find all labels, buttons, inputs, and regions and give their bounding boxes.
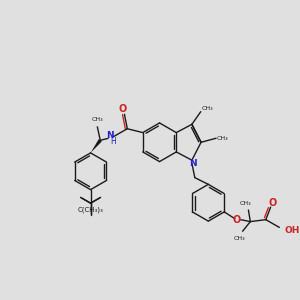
Text: O: O — [233, 215, 241, 225]
Text: O: O — [268, 198, 277, 208]
Text: CH₃: CH₃ — [92, 117, 103, 122]
Text: O: O — [118, 104, 127, 114]
Text: N: N — [106, 131, 114, 140]
Text: CH₃: CH₃ — [240, 201, 251, 206]
Text: CH₃: CH₃ — [217, 136, 229, 141]
Text: CH₃: CH₃ — [202, 106, 213, 111]
Text: C(CH₃)₃: C(CH₃)₃ — [78, 206, 104, 213]
Text: H: H — [110, 137, 116, 146]
Text: N: N — [189, 159, 197, 168]
Text: OH: OH — [284, 226, 300, 235]
Polygon shape — [91, 139, 102, 153]
Text: CH₃: CH₃ — [234, 236, 245, 241]
